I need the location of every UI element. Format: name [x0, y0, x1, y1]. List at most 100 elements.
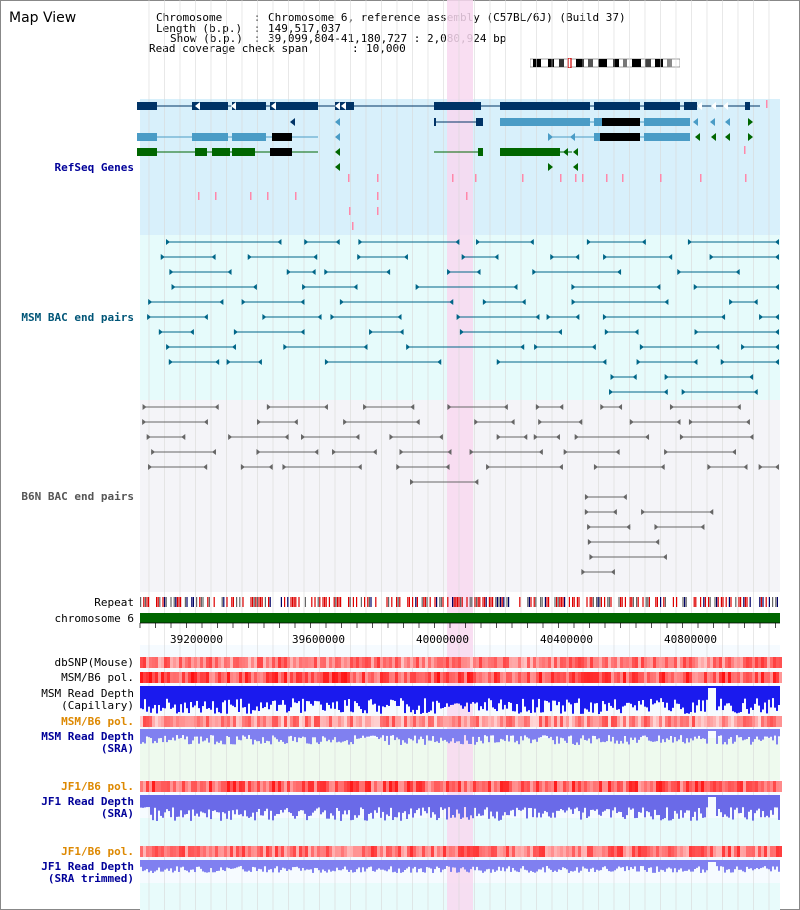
depth-bar: [684, 729, 686, 744]
depth-bar: [614, 860, 616, 871]
heat-cell: [446, 657, 449, 668]
repeat-mark: [540, 597, 542, 607]
heat-cell: [353, 716, 356, 727]
heat-cell: [146, 672, 149, 683]
heat-cell: [722, 846, 725, 857]
bac-end: [775, 359, 779, 365]
repeat-mark: [258, 597, 260, 607]
heat-cell: [707, 657, 710, 668]
heat-cell: [410, 846, 413, 857]
heat-cell: [377, 781, 380, 792]
heat-cell: [587, 781, 590, 792]
track-label-refseq-genes[interactable]: RefSeq Genes: [54, 161, 134, 174]
heat-cell: [659, 716, 662, 727]
heat-cell: [281, 781, 284, 792]
heat-cell: [536, 781, 539, 792]
depth-bar: [562, 860, 564, 868]
repeat-mark: [631, 597, 633, 607]
track-label-chromosome: chromosome 6: [54, 612, 134, 625]
depth-bar: [380, 686, 382, 714]
heat-cell: [476, 846, 479, 857]
depth-bar: [468, 795, 470, 820]
repeat-mark: [232, 597, 234, 607]
heat-cell: [725, 672, 728, 683]
bac-end: [231, 344, 236, 350]
heat-cell: [719, 672, 722, 683]
heat-cell: [776, 672, 779, 683]
bac-end: [664, 374, 669, 380]
heat-cell: [491, 846, 494, 857]
heat-cell: [545, 716, 548, 727]
heat-cell: [668, 716, 671, 727]
heat-cell: [698, 846, 701, 857]
heat-cell: [416, 672, 419, 683]
depth-bar: [770, 729, 772, 737]
heat-cell: [500, 672, 503, 683]
track-label-b6n-bac[interactable]: B6N BAC end pairs: [21, 490, 134, 503]
gene-arrow: [725, 133, 730, 141]
bac-end: [581, 569, 586, 575]
depth-bar: [730, 860, 732, 873]
heat-cell: [617, 781, 620, 792]
repeat-mark: [728, 597, 730, 607]
bac-end: [474, 479, 479, 485]
depth-bar: [654, 860, 656, 873]
heat-cell: [542, 781, 545, 792]
depth-bar: [190, 795, 192, 821]
depth-bar: [626, 795, 628, 816]
heat-cell: [509, 846, 512, 857]
depth-bar: [206, 860, 208, 873]
depth-bar: [460, 860, 462, 869]
depth-bar: [284, 686, 286, 705]
repeat-mark: [760, 597, 762, 607]
heat-cell: [569, 716, 572, 727]
depth-bar: [528, 795, 530, 809]
header-chromosome-key: Chromosome: [156, 11, 223, 24]
bac-end: [563, 449, 568, 455]
heat-cell: [434, 781, 437, 792]
depth-bar: [210, 686, 212, 710]
depth-bar: [706, 729, 708, 744]
heat-cell: [425, 672, 428, 683]
heat-cell: [275, 657, 278, 668]
heat-cell: [539, 672, 542, 683]
heat-cell: [413, 657, 416, 668]
heat-cell: [188, 672, 191, 683]
depth-bar: [566, 729, 568, 743]
repeat-mark: [253, 597, 255, 607]
depth-bar: [200, 795, 202, 812]
heat-cell: [509, 657, 512, 668]
depth-bar: [464, 860, 466, 870]
depth-bar: [172, 686, 174, 708]
repeat-mark: [456, 597, 458, 607]
depth-bar: [328, 686, 330, 705]
heat-cell: [455, 846, 458, 857]
chromosome-bar: [140, 613, 780, 623]
heat-cell: [599, 716, 602, 727]
depth-bar: [704, 795, 706, 818]
track-label-msm-bac[interactable]: MSM BAC end pairs: [21, 311, 134, 324]
heat-cell: [416, 781, 419, 792]
depth-bar: [752, 795, 754, 821]
depth-bar: [760, 729, 762, 741]
depth-bar: [464, 729, 466, 736]
heat-cell: [374, 781, 377, 792]
bac-end: [399, 329, 404, 335]
depth-bar: [766, 729, 768, 737]
depth-bar: [270, 795, 272, 811]
depth-bar: [718, 686, 720, 707]
depth-bar: [604, 729, 606, 743]
depth-bar: [744, 860, 746, 873]
heat-cell: [155, 716, 158, 727]
heat-cell: [164, 672, 167, 683]
depth-bar: [302, 729, 304, 737]
depth-bar: [266, 860, 268, 873]
depth-bar: [778, 860, 780, 872]
depth-bar: [766, 860, 768, 869]
bac-end: [456, 314, 461, 320]
gene-arrow: [335, 148, 340, 156]
depth-bar: [512, 795, 514, 810]
depth-bar: [176, 686, 178, 714]
repeat-mark: [434, 597, 436, 607]
